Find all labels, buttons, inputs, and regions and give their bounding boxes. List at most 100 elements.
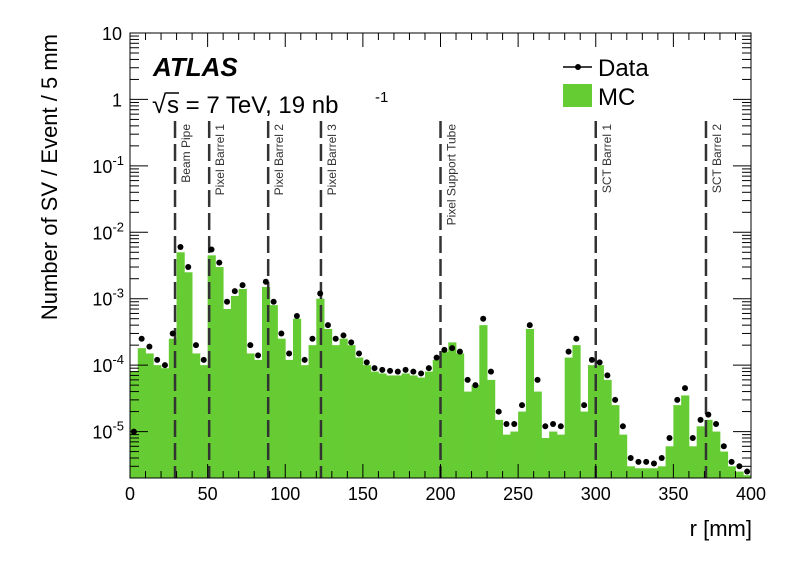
data-point <box>433 354 440 361</box>
detector-structure-layer: Beam Pipe Pixel Barrel 1 Pixel Barrel 2 Pix… <box>173 121 724 478</box>
mc-bar <box>355 357 364 478</box>
mc-bar <box>541 438 550 478</box>
data-point <box>410 368 417 375</box>
mc-bar <box>230 295 240 478</box>
mc-bar <box>580 411 589 478</box>
data-point <box>379 366 386 373</box>
mc-bar <box>424 371 434 478</box>
data-point <box>239 282 246 289</box>
mc-bar <box>192 353 201 478</box>
mc-bar <box>549 431 558 478</box>
mc-bar <box>168 338 177 478</box>
mc-bar <box>502 434 511 478</box>
data-point <box>161 362 168 369</box>
mc-bar <box>401 373 410 478</box>
data-point <box>542 423 549 430</box>
data-point <box>565 348 572 355</box>
mc-bar <box>137 348 146 478</box>
structure-label: Beam Pipe <box>179 124 193 183</box>
mc-bar <box>331 345 340 478</box>
mc-bar <box>471 385 480 478</box>
legend: Data MC <box>563 55 649 111</box>
data-point <box>526 322 533 329</box>
data-point <box>192 342 199 349</box>
data-point <box>286 350 293 357</box>
data-point <box>208 246 215 253</box>
data-point <box>697 416 704 423</box>
mc-bar <box>688 446 698 478</box>
legend-mc-swatch <box>563 84 592 107</box>
mc-bar <box>207 255 216 478</box>
x-tick-label: 400 <box>736 484 766 504</box>
data-point <box>456 348 463 355</box>
mc-bar <box>704 419 713 478</box>
data-points-layer <box>130 244 751 475</box>
data-point <box>596 359 603 366</box>
data-point <box>262 278 269 285</box>
mc-bar <box>199 365 209 478</box>
data-point <box>689 435 696 442</box>
mc-bar <box>603 379 612 478</box>
data-point <box>557 423 564 430</box>
data-point <box>588 356 595 363</box>
data-point <box>146 343 153 350</box>
energy-annotation: √ s = 7 TeV, 19 nb -1 <box>152 89 388 119</box>
x-tick-label: 200 <box>425 484 455 504</box>
data-point <box>293 312 300 319</box>
mc-bar <box>595 365 604 478</box>
mc-bar <box>556 434 566 478</box>
experiment-label: ATLAS <box>152 52 238 82</box>
mc-bar <box>719 451 729 478</box>
mc-bar <box>293 318 302 478</box>
structure-label: Pixel Barrel 3 <box>325 124 339 196</box>
data-point <box>744 468 751 475</box>
mc-bar <box>681 395 690 478</box>
x-tick-label: 250 <box>503 484 533 504</box>
mc-bar <box>432 359 441 478</box>
data-point <box>705 411 712 418</box>
data-point <box>418 370 425 377</box>
data-point <box>340 332 347 339</box>
data-point <box>185 264 192 271</box>
x-tick-label: 100 <box>270 484 300 504</box>
x-tick-label: 0 <box>125 484 135 504</box>
data-point <box>650 460 657 467</box>
mc-bar <box>130 371 139 478</box>
data-point <box>728 458 735 465</box>
legend-mc-label: MC <box>598 84 635 111</box>
mc-bar <box>215 267 224 478</box>
data-point <box>138 335 145 342</box>
data-point <box>720 443 727 450</box>
mc-bar <box>487 379 496 478</box>
mc-bar <box>510 431 519 478</box>
mc-bar <box>665 446 674 478</box>
mc-bar <box>386 375 395 478</box>
data-point <box>635 458 642 465</box>
mc-bar <box>145 353 154 478</box>
mc-bar <box>743 475 752 478</box>
data-point <box>643 458 650 465</box>
data-point <box>441 346 448 353</box>
data-point <box>534 376 541 383</box>
data-point <box>324 322 331 329</box>
mc-bar <box>518 411 527 478</box>
mc-bar <box>308 345 317 478</box>
mc-bar <box>393 375 403 478</box>
data-point <box>309 335 316 342</box>
mc-bar <box>456 353 465 478</box>
mc-bar <box>634 468 643 478</box>
structure-label: SCT Barrel 1 <box>600 124 614 193</box>
data-point <box>394 368 401 375</box>
x-tick-label: 50 <box>198 484 218 504</box>
mc-bar <box>712 431 721 478</box>
data-point <box>619 423 626 430</box>
mc-bar <box>417 377 426 478</box>
data-point <box>495 408 502 415</box>
data-point <box>301 356 308 363</box>
data-point <box>511 420 518 427</box>
structure-label: Pixel Barrel 1 <box>213 124 227 196</box>
data-point <box>581 402 588 409</box>
mc-bar <box>727 466 736 478</box>
mc-bar <box>673 405 682 478</box>
mc-bar <box>277 338 286 478</box>
